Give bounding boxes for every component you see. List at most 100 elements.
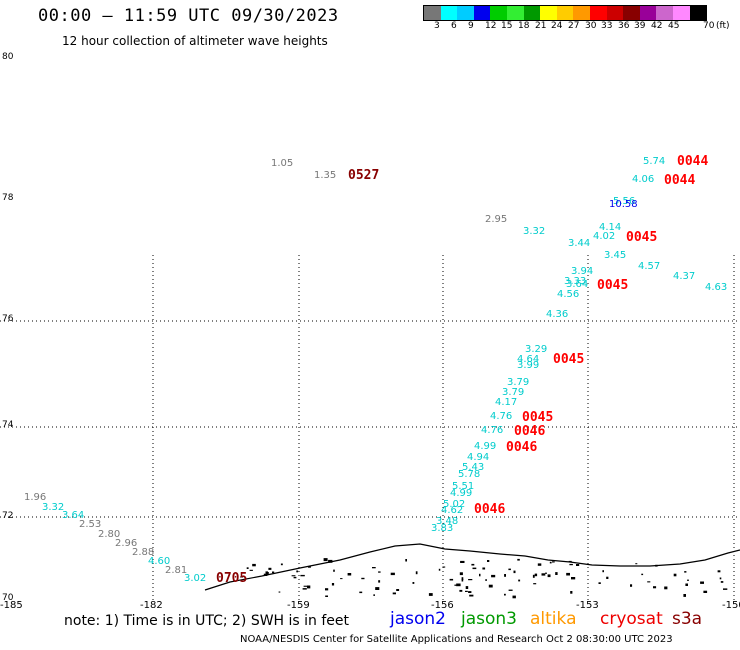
island-dot xyxy=(307,585,311,589)
island-dot xyxy=(571,577,576,580)
island-dot xyxy=(570,591,573,594)
island-dot xyxy=(602,570,604,573)
island-dot xyxy=(392,592,396,595)
island-dot xyxy=(328,559,333,563)
island-dot xyxy=(373,594,375,596)
wave-height-label: 3.64 xyxy=(566,279,589,290)
wave-height-label: 3.79 xyxy=(507,377,530,388)
island-dot xyxy=(333,569,335,572)
wave-height-label: 4.60 xyxy=(148,556,171,567)
island-dot xyxy=(518,579,521,582)
island-dot xyxy=(331,583,335,586)
scale-swatch xyxy=(589,6,607,20)
island-dot xyxy=(576,564,580,566)
island-dot xyxy=(442,566,446,568)
wave-height-label: 3.64 xyxy=(62,510,85,521)
scale-label: 27 xyxy=(568,21,580,31)
wave-height-label: 3.94 xyxy=(571,266,594,277)
island-dot xyxy=(606,576,609,579)
island-dot xyxy=(723,588,728,590)
island-dot xyxy=(428,593,433,596)
wave-height-label: 4.06 xyxy=(632,174,655,185)
island-dot xyxy=(252,563,256,567)
wave-height-label: 3.99 xyxy=(517,360,540,371)
island-dot xyxy=(347,573,352,576)
wave-height-label: 5.78 xyxy=(458,469,481,480)
time-label: 0045 xyxy=(553,352,585,367)
island-dot xyxy=(372,567,376,569)
scale-swatch xyxy=(506,6,524,20)
scale-label: 39 xyxy=(634,21,646,31)
island-dot xyxy=(487,560,490,562)
island-dot xyxy=(240,576,243,578)
island-dot xyxy=(491,574,496,578)
wave-height-label: 3.45 xyxy=(604,250,627,261)
island-dot xyxy=(268,567,272,570)
scale-swatch xyxy=(656,6,673,20)
wave-height-label: 5.51 xyxy=(452,481,475,492)
mission-altika: altika xyxy=(530,609,577,629)
island-dot xyxy=(630,584,633,587)
scale-label: 45 xyxy=(668,21,680,31)
island-dot xyxy=(569,563,573,566)
island-dot xyxy=(534,573,538,577)
island-dot xyxy=(459,589,463,592)
island-dot xyxy=(549,561,552,564)
lon-label: -185 xyxy=(0,600,23,611)
coastline-islands xyxy=(240,558,728,599)
island-dot xyxy=(664,586,668,590)
island-dot xyxy=(325,588,329,591)
wave-height-label: 4.76 xyxy=(481,425,504,436)
island-dot xyxy=(468,579,473,581)
scale-swatch xyxy=(556,6,574,20)
island-dot xyxy=(504,593,506,596)
island-dot xyxy=(488,584,493,588)
island-dot xyxy=(308,566,311,568)
time-label: 0705 xyxy=(216,571,248,586)
wave-height-label: 4.17 xyxy=(495,397,518,408)
scale-label: 70 xyxy=(703,21,715,31)
wave-height-label: 3.02 xyxy=(184,573,207,584)
wave-height-label: 4.37 xyxy=(673,271,696,282)
scale-label: 12 xyxy=(485,21,497,31)
scale-swatch xyxy=(457,6,474,20)
scale-swatch xyxy=(440,6,458,20)
wave-height-label: 3.48 xyxy=(436,516,459,527)
island-dot xyxy=(508,568,511,571)
island-dot xyxy=(717,570,721,573)
scale-swatch xyxy=(424,6,441,20)
wave-height-label: 3.79 xyxy=(502,387,525,398)
island-dot xyxy=(461,578,464,582)
island-dot xyxy=(504,574,506,577)
island-dot xyxy=(303,585,308,587)
wave-height-label: 4.14 xyxy=(599,222,622,233)
lat-label: 78 xyxy=(2,193,14,203)
wave-height-label: 5.74 xyxy=(643,156,666,167)
island-dot xyxy=(700,581,704,584)
island-dot xyxy=(513,570,516,574)
island-dot xyxy=(378,571,381,573)
island-dot xyxy=(641,573,644,576)
map-subtitle: 12 hour collection of altimeter wave hei… xyxy=(62,34,328,48)
mission-cryosat: cryosat xyxy=(600,609,663,629)
scale-label: 33 xyxy=(601,21,613,31)
island-dot xyxy=(378,580,381,583)
lon-label: -182 xyxy=(140,600,163,611)
wave-height-label: 10.58 xyxy=(609,199,638,210)
island-dot xyxy=(263,573,268,576)
time-label: 0044 xyxy=(677,154,709,169)
scale-label: 15 xyxy=(501,21,513,31)
island-dot xyxy=(683,594,686,597)
island-dot xyxy=(405,559,407,562)
island-dot xyxy=(685,583,688,586)
time-label: 0527 xyxy=(348,168,380,183)
island-dot xyxy=(566,572,570,576)
island-dot xyxy=(412,582,415,584)
island-dot xyxy=(461,577,464,580)
island-dot xyxy=(673,573,677,577)
island-dot xyxy=(537,563,542,566)
color-scale-bar xyxy=(423,5,708,21)
scale-label: 6 xyxy=(451,21,457,31)
island-dot xyxy=(687,579,689,581)
